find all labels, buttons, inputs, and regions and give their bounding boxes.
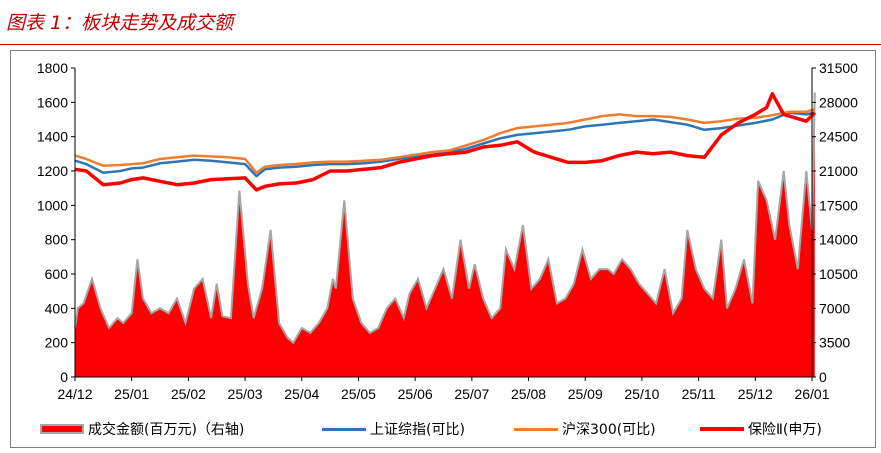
series-line-insurance: [74, 92, 817, 192]
legend-item-volume: 成交金额(百万元)（右轴): [40, 419, 244, 439]
legend-swatch-csi300: [514, 427, 558, 431]
series-area-volume: [75, 92, 815, 377]
x-tick-label: 25/07: [454, 386, 489, 402]
left-tick-label: 600: [45, 266, 69, 282]
right-tick-label: 28000: [819, 94, 858, 110]
right-tick-label: 24500: [819, 129, 858, 145]
title-rule: [0, 44, 881, 45]
right-tick-label: 7000: [819, 300, 850, 316]
x-tick-label: 25/03: [228, 386, 263, 402]
x-tick-label: 25/01: [114, 386, 149, 402]
left-tick-label: 400: [45, 300, 69, 316]
legend-swatch-volume: [40, 424, 84, 434]
left-tick-label: 1000: [37, 197, 68, 213]
x-tick-label: 25/02: [171, 386, 206, 402]
x-tick-label: 25/04: [284, 386, 319, 402]
left-tick-label: 200: [45, 335, 69, 351]
left-tick-label: 1400: [37, 129, 68, 145]
right-tick-label: 21000: [819, 163, 858, 179]
left-tick-label: 0: [60, 369, 68, 385]
chart-title: 图表 1：板块走势及成交额: [6, 12, 234, 34]
x-tick-label: 25/08: [511, 386, 546, 402]
legend-label-volume: 成交金额(百万元)（右轴): [88, 422, 245, 438]
right-tick-label: 17500: [819, 197, 858, 213]
x-tick-label: 25/05: [341, 386, 376, 402]
x-tick-label: 25/10: [624, 386, 659, 402]
legend-item-insurance: 保险Ⅱ(申万): [700, 419, 822, 439]
legend-label-insurance: 保险Ⅱ(申万): [748, 422, 822, 438]
x-tick-label: 25/06: [398, 386, 433, 402]
series-line-csi300: [74, 108, 816, 174]
right-tick-label: 10500: [819, 266, 858, 282]
x-tick-label: 25/12: [738, 386, 773, 402]
x-tick-label: 24/12: [57, 386, 92, 402]
x-tick-label: 26/01: [794, 386, 829, 402]
legend-item-csi300: 沪深300(可比): [514, 419, 656, 439]
legend-label-csi300: 沪深300(可比): [562, 422, 656, 438]
left-tick-label: 1800: [37, 60, 68, 76]
series-outline-volume: [74, 92, 816, 345]
right-tick-label: 14000: [819, 232, 858, 248]
x-tick-label: 25/09: [568, 386, 603, 402]
legend-swatch-sse: [322, 427, 366, 431]
legend-label-sse: 上证综指(可比): [370, 422, 465, 438]
chart-frame: [10, 50, 876, 448]
left-tick-label: 1600: [37, 94, 68, 110]
right-tick-label: 31500: [819, 60, 858, 76]
right-tick-label: 0: [819, 369, 827, 385]
x-tick-label: 25/11: [682, 386, 716, 402]
legend-swatch-insurance: [700, 427, 744, 431]
right-tick-label: 3500: [819, 335, 850, 351]
left-tick-label: 1200: [37, 163, 68, 179]
legend-item-sse: 上证综指(可比): [322, 419, 465, 439]
left-tick-label: 800: [45, 232, 69, 248]
